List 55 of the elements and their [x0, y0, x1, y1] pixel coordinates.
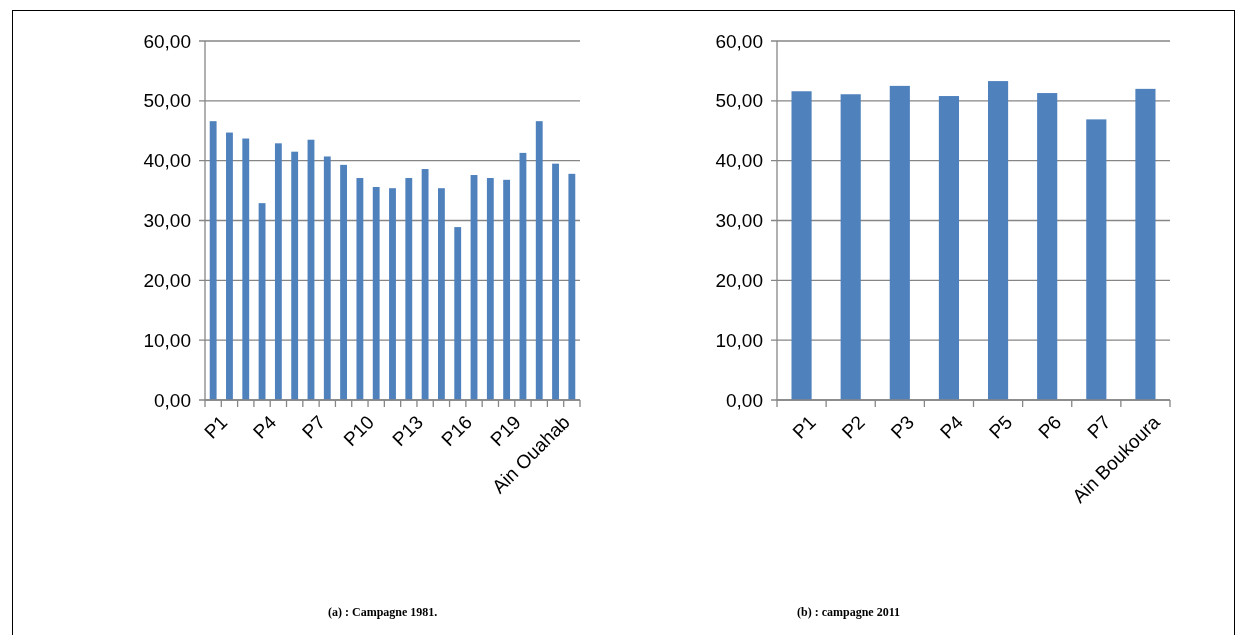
x-tick-label: P13: [388, 411, 428, 451]
bar: [389, 188, 396, 400]
x-tick-label: P2: [837, 411, 869, 443]
bar: [437, 188, 445, 400]
bar: [291, 151, 299, 400]
x-tick-label: P5: [985, 411, 1017, 443]
bar: [1037, 93, 1058, 400]
bar: [405, 178, 413, 400]
bar: [421, 169, 429, 400]
y-tick-label: 20,00: [715, 269, 763, 291]
bar: [791, 91, 812, 400]
bar: [1086, 119, 1107, 400]
x-tick-label: P1: [788, 411, 820, 443]
y-tick-label: 10,00: [715, 329, 763, 351]
x-tick-label: P16: [437, 411, 476, 451]
y-tick-label: 50,00: [143, 90, 191, 112]
y-tick-label: 40,00: [715, 150, 763, 172]
text: (b) : campagne 2011: [797, 605, 900, 619]
bar: [323, 156, 331, 400]
y-tick-label: 0,00: [726, 389, 763, 411]
bar: [938, 96, 960, 400]
bar: [535, 121, 543, 400]
y-tick-label: 10,00: [143, 329, 191, 351]
text: (a) : Campagne 1981.: [328, 605, 438, 619]
bar: [274, 143, 282, 400]
bar: [1135, 88, 1156, 400]
bar: [356, 178, 364, 400]
x-tick-label: P7: [297, 411, 330, 443]
bar: [226, 132, 233, 400]
x-tick-label: P6: [1034, 411, 1066, 443]
bar: [552, 163, 559, 400]
bar: [372, 186, 380, 400]
y-tick-label: 60,00: [715, 30, 763, 52]
y-tick-label: 20,00: [143, 269, 191, 291]
bar: [503, 179, 511, 400]
bar: [987, 81, 1009, 400]
bar: [840, 94, 861, 400]
x-tick-label: P3: [886, 411, 919, 443]
bar: [486, 178, 494, 400]
x-tick-label: P10: [339, 411, 379, 451]
bar: [889, 85, 910, 400]
bar: [568, 173, 576, 400]
bar: [209, 121, 217, 400]
y-tick-label: 30,00: [143, 210, 191, 232]
bar: [242, 138, 250, 400]
bar: [454, 227, 462, 400]
bar: [340, 164, 348, 400]
y-tick-label: 60,00: [143, 30, 191, 52]
y-tick-label: 30,00: [715, 210, 763, 232]
y-tick-label: 0,00: [154, 389, 191, 411]
x-tick-label: P1: [200, 411, 232, 443]
y-tick-label: 50,00: [715, 90, 763, 112]
y-tick-label: 40,00: [143, 150, 191, 172]
x-tick-label: P4: [935, 411, 968, 443]
x-tick-label: P4: [249, 411, 281, 443]
